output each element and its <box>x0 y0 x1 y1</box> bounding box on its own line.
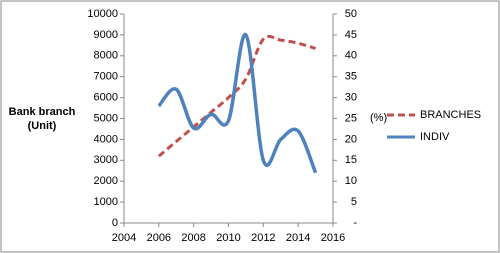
y-tick-label: 1000 <box>94 196 118 208</box>
x-tick-label: 2006 <box>147 232 171 244</box>
y-tick-label: 8000 <box>94 50 118 62</box>
y2-axis-label: (%) <box>370 112 387 124</box>
legend-label: BRANCHES <box>420 109 481 121</box>
y2-tick-label: 5 <box>351 196 357 208</box>
y-tick-label: 9000 <box>94 29 118 41</box>
x-tick-label: 2004 <box>112 232 136 244</box>
y2-tick-label: 30 <box>345 92 357 104</box>
y2-tick-label: 45 <box>345 29 357 41</box>
x-tick-label: 2008 <box>181 232 205 244</box>
y-axis-label: (Unit) <box>28 120 57 132</box>
y2-tick-label: 15 <box>345 154 357 166</box>
y2-tick-label: 40 <box>345 50 357 62</box>
x-tick-label: 2016 <box>321 232 345 244</box>
y2-tick-label: 50 <box>345 8 357 20</box>
y2-tick-label: - <box>353 217 357 229</box>
y-tick-label: 7000 <box>94 71 118 83</box>
legend-label: INDIV <box>420 131 450 143</box>
line-series <box>157 34 317 158</box>
x-tick-label: 2014 <box>286 232 310 244</box>
y-tick-label: 2000 <box>94 175 118 187</box>
y2-tick-label: 20 <box>345 133 357 145</box>
y2-tick-label: 10 <box>345 175 357 187</box>
y-tick-label: 4000 <box>94 133 118 145</box>
x-tick-label: 2012 <box>251 232 275 244</box>
y-tick-label: 0 <box>112 217 118 229</box>
y-axis-label: Bank branch <box>9 106 76 118</box>
y2-tick-label: 35 <box>345 71 357 83</box>
x-tick-label: 2010 <box>216 232 240 244</box>
y2-tick-label: 25 <box>345 112 357 124</box>
y-tick-label: 6000 <box>94 92 118 104</box>
y-tick-label: 10000 <box>87 8 118 20</box>
line-series <box>157 33 318 174</box>
y-tick-label: 5000 <box>94 112 118 124</box>
y-tick-label: 3000 <box>94 154 118 166</box>
